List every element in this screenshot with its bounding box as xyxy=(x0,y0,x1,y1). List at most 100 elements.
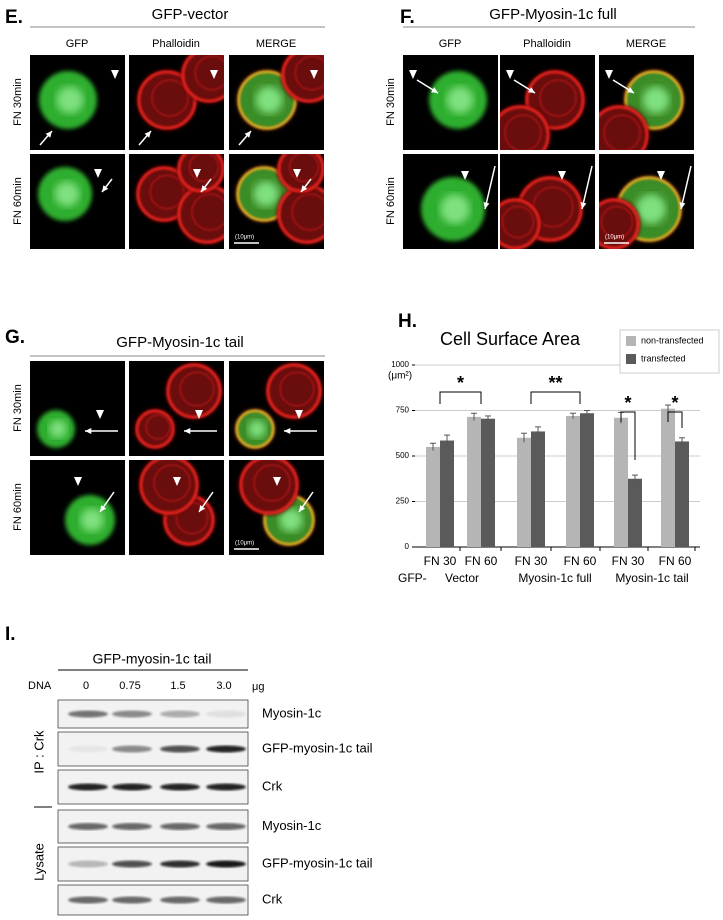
significance-label: * xyxy=(671,393,678,413)
actin-body xyxy=(277,184,324,244)
blot-band xyxy=(206,860,246,868)
actin-inner xyxy=(153,464,191,502)
actin-ring xyxy=(135,409,175,449)
actin-inner xyxy=(288,154,320,183)
significance-bracket xyxy=(620,411,636,460)
blot-band xyxy=(68,823,108,830)
blot-band xyxy=(112,710,152,718)
blot-band xyxy=(112,783,152,791)
panel-title: GFP-Myosin-1c tail xyxy=(116,334,244,351)
actin-body xyxy=(177,184,224,244)
y-tick-label: 250 xyxy=(396,497,410,506)
image-content xyxy=(37,410,75,448)
arrowhead-marker xyxy=(111,70,119,79)
dose-label: 3.0 xyxy=(216,680,231,692)
gfp-core xyxy=(248,420,266,438)
legend-swatch xyxy=(626,354,636,364)
row-label: FN 30min xyxy=(12,384,24,432)
significance-bracket xyxy=(667,411,683,428)
image-content xyxy=(421,177,485,241)
row-label: FN 30min xyxy=(385,78,397,126)
bar xyxy=(675,441,689,547)
gfp-core xyxy=(636,194,666,224)
actin-inner xyxy=(279,371,315,407)
y-unit: (μm²) xyxy=(388,371,412,382)
significance-label: * xyxy=(457,373,464,393)
column-header: GFP xyxy=(439,38,462,50)
gfp-core xyxy=(80,508,104,532)
image-content xyxy=(39,71,97,129)
blot-label: Crk xyxy=(262,778,283,793)
arrow xyxy=(680,165,692,210)
micrograph xyxy=(500,154,595,249)
gfp-core xyxy=(255,86,283,114)
row-label: FN 60min xyxy=(12,483,24,531)
bar xyxy=(440,440,454,547)
actin-body xyxy=(277,154,324,193)
x-tick-label: FN 30 xyxy=(612,554,645,568)
arrowhead-marker xyxy=(558,171,566,180)
arrow-head xyxy=(199,505,206,512)
bar xyxy=(580,413,594,547)
gfp-core xyxy=(49,420,67,438)
actin-ring xyxy=(281,55,324,103)
blot-band xyxy=(206,823,246,830)
image-content xyxy=(500,70,585,150)
bar xyxy=(481,418,495,547)
actin-inner xyxy=(151,79,189,117)
gfp-core xyxy=(446,86,474,114)
blot-band xyxy=(160,860,200,868)
scale-bar-label: (10μm) xyxy=(235,235,254,241)
row-label: FN 60min xyxy=(12,177,24,225)
actin-ring xyxy=(239,460,299,515)
actin-ring xyxy=(525,70,585,130)
actin-ring xyxy=(139,460,199,515)
actin-body xyxy=(239,460,299,515)
image-content xyxy=(136,154,224,244)
micrograph: (10μm) xyxy=(229,460,324,555)
actin-ring xyxy=(266,363,322,419)
legend-label: non-transfected xyxy=(641,335,704,345)
bar xyxy=(531,431,545,547)
actin-inner xyxy=(600,205,634,239)
arrow-head xyxy=(528,87,535,93)
actin-inner xyxy=(191,193,224,231)
column-header: Phalloidin xyxy=(152,38,200,50)
actin-ring xyxy=(166,363,222,419)
actin-body xyxy=(500,105,550,150)
column-header: GFP xyxy=(66,38,89,50)
blot-band xyxy=(206,783,246,791)
group-label: IP : Crk xyxy=(31,730,46,774)
actin-inner xyxy=(149,174,185,210)
group-label: Lysate xyxy=(31,843,46,881)
blot-band xyxy=(206,896,246,904)
panel-title: GFP-Myosin-1c full xyxy=(489,6,617,23)
dna-label: DNA xyxy=(28,680,52,692)
gfp-core xyxy=(642,86,670,114)
group-label: Vector xyxy=(445,571,479,585)
bar xyxy=(614,417,628,547)
arrow-head xyxy=(184,427,191,435)
actin-inner xyxy=(294,55,324,91)
row-label: FN 60min xyxy=(385,177,397,225)
arrowhead-marker xyxy=(96,410,104,419)
actin-ring xyxy=(500,105,550,150)
actin-body xyxy=(139,460,199,515)
image-content xyxy=(235,363,322,449)
blot-title: GFP-myosin-1c tail xyxy=(92,651,211,667)
group-label: Myosin-1c tail xyxy=(615,571,688,585)
actin-inner xyxy=(188,154,220,183)
y-tick-label: 0 xyxy=(405,542,410,551)
arrowhead-marker xyxy=(605,70,613,79)
x-tick-label: FN 60 xyxy=(564,554,597,568)
arrow-head xyxy=(144,131,151,138)
arrowhead-marker xyxy=(210,70,218,79)
bar xyxy=(517,437,531,547)
actin-ring xyxy=(137,70,197,130)
arrow-head xyxy=(201,185,208,192)
actin-body xyxy=(281,55,324,103)
blot-band xyxy=(68,783,108,791)
unit-label: μg xyxy=(252,681,264,693)
arrowhead-marker xyxy=(195,410,203,419)
column-header: MERGE xyxy=(626,38,666,50)
